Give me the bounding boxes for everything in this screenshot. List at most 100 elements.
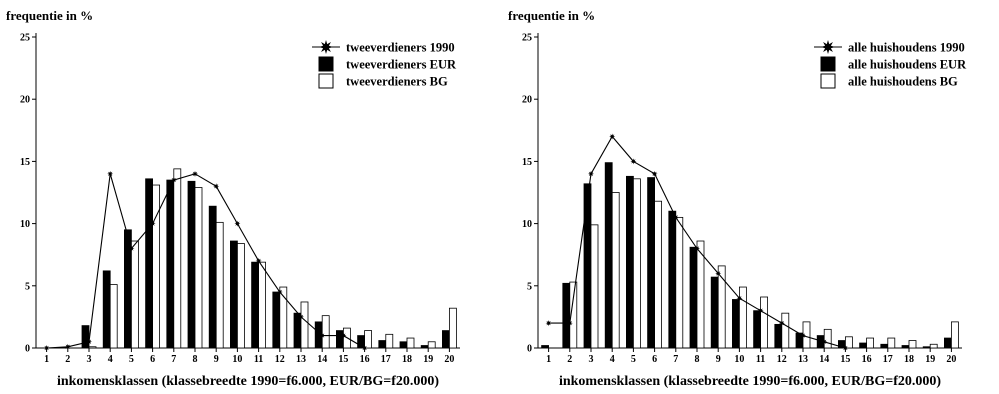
bar-eur: [626, 175, 634, 349]
bar-eur: [583, 183, 592, 349]
bar-eur: [420, 345, 429, 349]
line-1990-point: [630, 158, 637, 165]
bar-bg: [887, 337, 896, 349]
x-tick-label: 8: [193, 354, 198, 365]
y-tick-label: 15: [522, 157, 532, 168]
bar-bg: [717, 265, 726, 349]
x-tick-label: 4: [610, 354, 615, 365]
x-tick-label: 6: [652, 354, 657, 365]
x-axis-label: inkomensklassen (klassebreedte 1990=f6.0…: [559, 374, 941, 389]
bar-eur: [859, 342, 868, 349]
legend-label: tweeverdieners BG: [346, 75, 448, 89]
bar-eur: [81, 325, 90, 349]
bar-eur: [145, 178, 154, 349]
x-tick-label: 11: [254, 354, 263, 365]
bar-bg: [951, 321, 959, 349]
y-tick-label: 15: [20, 157, 30, 168]
bar-bg: [130, 240, 139, 349]
legend-filled-swatch: [820, 56, 836, 72]
line-1990-point: [800, 332, 806, 339]
legend-open-swatch: [820, 73, 836, 89]
line-1990-point: [64, 343, 71, 350]
legend: alle huishoudens 1990 alle huishoudens EU…: [814, 40, 967, 89]
bar-bg: [633, 178, 641, 349]
x-tick-label: 19: [423, 354, 433, 365]
x-tick-label: 15: [338, 354, 348, 365]
x-axis-label: inkomensklassen (klassebreedte 1990=f6.0…: [57, 374, 439, 389]
x-tick-label: 12: [275, 354, 285, 365]
legend-label: alle huishoudens EUR: [848, 58, 967, 72]
legend-filled-swatch: [318, 56, 334, 72]
bar-bg: [109, 284, 118, 349]
bar-eur: [710, 276, 719, 349]
x-tick-label: 20: [444, 354, 454, 365]
bar-bg: [845, 336, 853, 349]
y-axis-label: frequentie in %: [6, 8, 93, 23]
bar-bg: [364, 330, 372, 349]
x-tick-label: 14: [317, 354, 327, 365]
x-tick-label: 13: [296, 354, 306, 365]
line-1990-point: [255, 257, 262, 264]
bar-eur: [230, 240, 238, 349]
legend-label: tweeverdieners EUR: [346, 58, 457, 72]
x-tick-label: 17: [883, 354, 893, 365]
bar-bg: [696, 240, 705, 349]
line-1990-point: [757, 307, 764, 314]
bar-eur: [562, 282, 571, 349]
x-tick-label: 1: [546, 354, 551, 365]
bar-eur: [541, 345, 550, 349]
x-tick-label: 9: [716, 354, 721, 365]
bar-eur: [774, 323, 783, 349]
y-tick-label: 25: [20, 33, 30, 44]
y-tick-label: 25: [522, 33, 532, 44]
bar-bg: [823, 328, 832, 349]
bar-bg: [866, 337, 874, 349]
line-1990-point: [715, 270, 722, 277]
x-tick-label: 5: [129, 354, 134, 365]
bar-eur: [442, 330, 450, 349]
bar-eur: [689, 246, 698, 349]
line-1990-point: [778, 320, 785, 327]
bar-eur: [187, 180, 196, 349]
x-tick-label: 9: [214, 354, 219, 365]
bar-bg: [427, 341, 436, 349]
line-1990-point: [842, 345, 849, 351]
bar-bg: [385, 333, 394, 349]
y-tick-label: 5: [527, 281, 532, 292]
legend-label: tweeverdieners 1990: [346, 41, 455, 55]
x-tick-label: 12: [777, 354, 787, 365]
bar-eur: [753, 310, 762, 349]
bar-eur: [272, 291, 281, 349]
bar-bg: [279, 286, 288, 349]
x-tick-label: 19: [925, 354, 935, 365]
line-1990-point: [361, 345, 368, 351]
legend-open-swatch: [318, 73, 334, 89]
bar-bg: [194, 187, 203, 349]
bar-eur: [901, 345, 910, 349]
x-tick-label: 4: [108, 354, 113, 365]
x-tick-label: 8: [695, 354, 700, 365]
bar-eur: [647, 177, 656, 349]
x-tick-label: 18: [402, 354, 412, 365]
bar-eur: [668, 210, 677, 349]
bar-bg: [908, 340, 917, 349]
line-1990-point: [107, 170, 114, 177]
y-tick-label: 10: [522, 219, 532, 230]
x-tick-label: 3: [87, 354, 92, 365]
bar-bg: [654, 200, 662, 349]
line-1990-point: [128, 245, 135, 252]
line-1990-point: [213, 183, 220, 190]
bar-eur: [604, 162, 613, 349]
x-tick-label: 15: [840, 354, 850, 365]
y-tick-label: 5: [25, 281, 30, 292]
bar-bg: [173, 168, 182, 349]
line-1990-point: [170, 177, 177, 184]
bar-eur: [378, 340, 387, 349]
bar-eur: [880, 343, 889, 349]
line-1990-point: [694, 245, 700, 252]
bar-eur: [166, 179, 175, 349]
bar-bg: [300, 301, 309, 349]
